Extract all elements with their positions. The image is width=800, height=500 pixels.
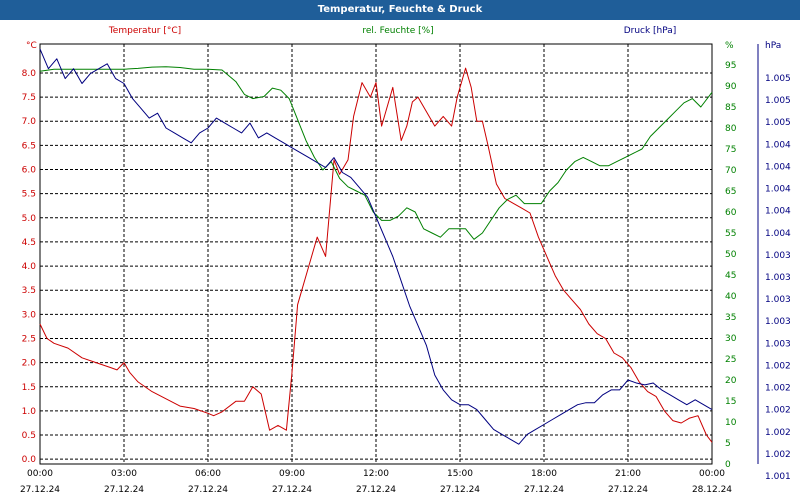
y-tick-temperature: 2.0 [22, 359, 37, 369]
y-tick-humidity: 95 [725, 61, 736, 71]
x-tick-time: 21:00 [615, 469, 641, 479]
y-tick-humidity: 5 [725, 439, 731, 449]
y-tick-humidity: 65 [725, 187, 736, 197]
y-unit-pressure: hPa [765, 41, 781, 51]
x-tick-time: 00:00 [27, 469, 53, 479]
y-tick-temperature: 5.0 [22, 214, 37, 224]
y-tick-temperature: 4.0 [22, 262, 37, 272]
y-tick-humidity: 30 [725, 334, 737, 344]
y-tick-temperature: 8.0 [22, 69, 37, 79]
x-tick-time: 00:00 [699, 469, 725, 479]
x-tick-time: 18:00 [531, 469, 557, 479]
y-unit-temperature: °C [26, 41, 37, 51]
y-tick-temperature: 2.5 [22, 334, 36, 344]
x-tick-time: 09:00 [279, 469, 305, 479]
axis-header-humidity: rel. Feuchte [%] [362, 26, 433, 36]
humidity-line [39, 66, 713, 240]
axis-header-pressure: Druck [hPa] [624, 26, 677, 36]
y-tick-temperature: 1.5 [22, 383, 36, 393]
y-tick-pressure: 1.004 [765, 185, 791, 195]
y-tick-pressure: 1.002 [765, 406, 791, 416]
x-tick-date: 27.12.24 [188, 485, 228, 495]
x-tick-date: 27.12.24 [104, 485, 144, 495]
x-tick-date: 27.12.24 [608, 485, 648, 495]
x-tick-date: 27.12.24 [272, 485, 312, 495]
y-tick-temperature: 6.0 [22, 166, 37, 176]
chart: 00:00 27.12.24 03:00 27.12.24 06:00 27.12.24 0… [20, 26, 791, 495]
y-tick-pressure: 1.002 [765, 384, 791, 394]
y-tick-pressure: 1.005 [765, 118, 791, 128]
y-tick-temperature: 5.5 [22, 190, 36, 200]
y-tick-humidity: 60 [725, 208, 737, 218]
y-tick-humidity: 0 [725, 460, 731, 470]
y-tick-temperature: 0.0 [22, 455, 37, 465]
y-tick-temperature: 3.5 [22, 286, 36, 296]
series-lines [39, 48, 713, 445]
y-tick-pressure: 1.004 [765, 140, 791, 150]
y-tick-pressure: 1.004 [765, 162, 791, 172]
y-tick-temperature: 1.0 [22, 407, 37, 417]
y-tick-pressure: 1.003 [765, 273, 791, 283]
x-tick-date: 28.12.24 [692, 485, 732, 495]
y-tick-humidity: 85 [725, 103, 736, 113]
y-tick-temperature: 7.0 [22, 117, 37, 127]
x-tick-date: 27.12.24 [524, 485, 564, 495]
tick-labels: 00:00 27.12.24 03:00 27.12.24 06:00 27.12.24 0… [20, 61, 791, 495]
y-tick-humidity: 10 [725, 418, 737, 428]
y-tick-pressure: 1.003 [765, 295, 791, 305]
x-tick-time: 12:00 [363, 469, 389, 479]
y-tick-temperature: 4.5 [22, 238, 36, 248]
y-tick-humidity: 40 [725, 292, 737, 302]
x-tick-date: 27.12.24 [356, 485, 396, 495]
y-tick-temperature: 0.5 [22, 431, 36, 441]
y-tick-humidity: 15 [725, 397, 736, 407]
y-tick-pressure: 1.005 [765, 96, 791, 106]
x-tick-date: 27.12.24 [440, 485, 480, 495]
temperature-line [39, 67, 713, 443]
y-tick-humidity: 45 [725, 271, 736, 281]
y-tick-pressure: 1.003 [765, 339, 791, 349]
y-tick-temperature: 7.5 [22, 93, 36, 103]
chart-title: Temperatur, Feuchte & Druck [0, 0, 800, 20]
x-tick-date: 27.12.24 [20, 485, 60, 495]
x-tick-time: 15:00 [447, 469, 473, 479]
y-tick-pressure: 1.005 [765, 74, 791, 84]
y-tick-humidity: 80 [725, 124, 737, 134]
y-tick-pressure: 1.002 [765, 450, 791, 460]
y-tick-pressure: 1.002 [765, 428, 791, 438]
y-tick-humidity: 55 [725, 229, 736, 239]
y-tick-humidity: 70 [725, 166, 737, 176]
axis-header-temperature: Temperatur [°C] [108, 26, 181, 36]
y-unit-humidity: % [725, 41, 734, 51]
y-tick-humidity: 75 [725, 145, 736, 155]
y-tick-temperature: 6.5 [22, 141, 36, 151]
x-tick-time: 06:00 [195, 469, 221, 479]
y-tick-humidity: 25 [725, 355, 736, 365]
y-tick-humidity: 90 [725, 82, 737, 92]
y-tick-pressure: 1.004 [765, 229, 791, 239]
y-tick-pressure: 1.002 [765, 361, 791, 371]
y-tick-humidity: 20 [725, 376, 737, 386]
y-tick-humidity: 50 [725, 250, 737, 260]
axis-headers: °C Temperatur [°C] rel. Feuchte [%]% Druck … [26, 26, 781, 51]
y-tick-pressure: 1.003 [765, 251, 791, 261]
y-tick-pressure: 1.001 [765, 472, 791, 482]
pressure-line [39, 48, 713, 445]
y-tick-pressure: 1.004 [765, 207, 791, 217]
y-tick-humidity: 35 [725, 313, 736, 323]
x-tick-time: 03:00 [111, 469, 137, 479]
y-tick-temperature: 3.0 [22, 310, 37, 320]
y-tick-pressure: 1.003 [765, 317, 791, 327]
